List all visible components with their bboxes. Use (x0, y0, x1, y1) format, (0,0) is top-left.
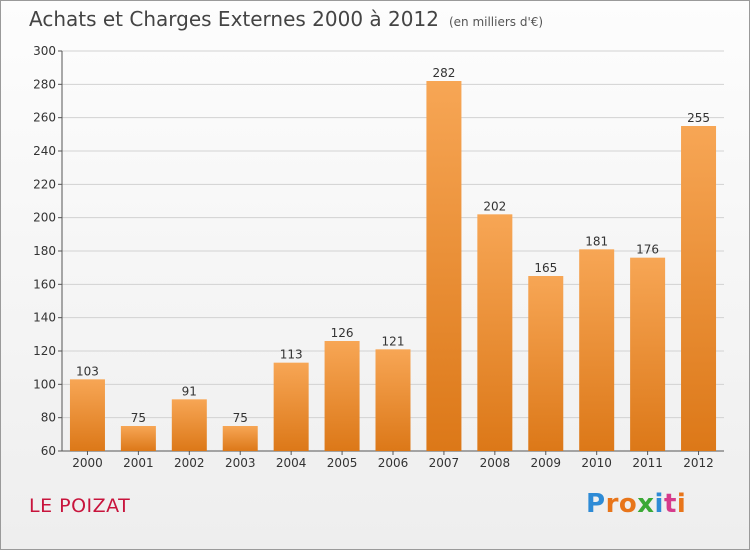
brand-letter: P (586, 489, 606, 519)
data-label: 75 (131, 411, 146, 425)
labels: 60 80 100 120 140 160 180 200 220 240 260 280 300 103… (33, 44, 714, 470)
x-tick-label: 2004 (276, 456, 307, 470)
data-label: 282 (432, 66, 455, 80)
brand-letter: x (637, 489, 655, 519)
y-tick-label: 220 (33, 177, 56, 191)
bar (528, 276, 564, 451)
proxiti-logo: Proxiti (586, 489, 686, 519)
bars (69, 81, 717, 451)
bar (222, 426, 258, 451)
bar (477, 214, 513, 451)
bar (579, 249, 615, 451)
bar (120, 426, 156, 451)
data-label: 75 (233, 411, 248, 425)
data-label: 181 (585, 234, 608, 248)
y-tick-label: 120 (33, 344, 56, 358)
x-tick-label: 2011 (632, 456, 663, 470)
x-tick-label: 2007 (429, 456, 460, 470)
commune-name: LE POIZAT (29, 495, 131, 517)
brand-letter: t (663, 489, 677, 519)
data-label: 126 (331, 326, 354, 340)
data-label: 202 (483, 199, 506, 213)
y-tick-label: 260 (33, 111, 56, 125)
x-tick-label: 2000 (72, 456, 103, 470)
brand-letter: i (654, 489, 664, 519)
brand-letter: r (605, 489, 619, 519)
y-tick-label: 240 (33, 144, 56, 158)
x-tick-label: 2006 (378, 456, 409, 470)
data-label: 103 (76, 364, 99, 378)
bar (171, 399, 207, 451)
x-tick-label: 2010 (581, 456, 612, 470)
title-text: Achats et Charges Externes 2000 à 2012 (29, 7, 439, 31)
data-label: 255 (687, 111, 710, 125)
bar (426, 81, 462, 451)
brand-letter: o (618, 489, 638, 519)
y-tick-label: 200 (33, 211, 56, 225)
y-tick-label: 180 (33, 244, 56, 258)
bar (375, 349, 411, 451)
x-tick-label: 2002 (174, 456, 205, 470)
brand-letter: i (676, 489, 687, 519)
x-tick-label: 2003 (225, 456, 256, 470)
bar (681, 126, 717, 451)
data-label: 121 (382, 334, 405, 348)
data-label: 176 (636, 243, 659, 257)
unit-note: (en milliers d'€) (448, 15, 544, 29)
y-tick-label: 160 (33, 277, 56, 291)
x-tick-label: 2012 (683, 456, 714, 470)
data-label: 165 (534, 261, 557, 275)
y-tick-label: 300 (33, 44, 56, 58)
y-tick-label: 80 (41, 411, 56, 425)
x-tick-label: 2005 (327, 456, 358, 470)
chart-title: Achats et Charges Externes 2000 à 2012 (e… (29, 7, 543, 31)
data-label: 91 (182, 384, 197, 398)
x-tick-label: 2008 (480, 456, 511, 470)
x-tick-label: 2001 (123, 456, 154, 470)
bar (324, 341, 360, 451)
y-tick-label: 140 (33, 311, 56, 325)
data-label: 113 (280, 348, 303, 362)
x-tick-label: 2009 (530, 456, 561, 470)
bar (273, 362, 309, 451)
y-tick-label: 280 (33, 77, 56, 91)
y-tick-label: 100 (33, 377, 56, 391)
bar (69, 379, 105, 451)
bar (630, 257, 666, 451)
y-tick-label: 60 (41, 444, 56, 458)
